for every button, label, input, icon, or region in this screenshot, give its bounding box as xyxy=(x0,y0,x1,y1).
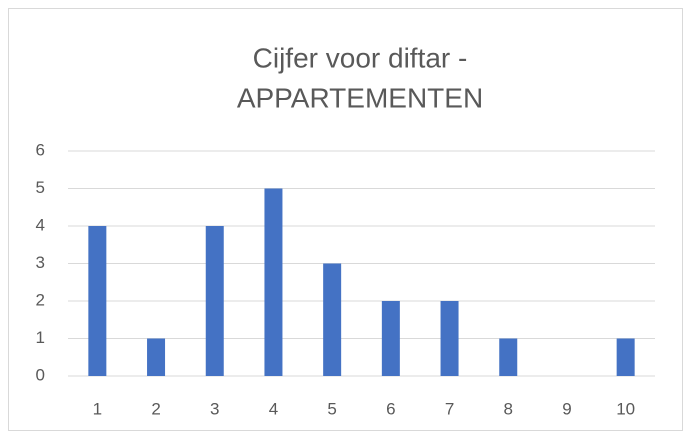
x-tick-label: 2 xyxy=(151,399,160,418)
x-tick-label: 4 xyxy=(269,399,278,418)
bar xyxy=(88,226,107,376)
x-tick-label: 1 xyxy=(93,399,102,418)
chart-title-line: APPARTEMENTEN xyxy=(237,82,483,113)
y-tick-label: 0 xyxy=(36,365,45,384)
x-tick-label: 8 xyxy=(504,399,513,418)
y-tick-label: 5 xyxy=(36,178,45,197)
x-tick-label: 6 xyxy=(386,399,395,418)
x-tick-label: 3 xyxy=(210,399,219,418)
y-tick-label: 4 xyxy=(36,215,45,234)
x-tick-label: 10 xyxy=(616,399,635,418)
x-tick-label: 7 xyxy=(445,399,454,418)
bar xyxy=(381,301,400,376)
bar xyxy=(323,263,342,376)
y-tick-label: 6 xyxy=(36,140,45,159)
bar xyxy=(440,301,459,376)
x-tick-label: 5 xyxy=(327,399,336,418)
chart-frame xyxy=(8,8,683,431)
bar xyxy=(616,338,635,376)
y-tick-label: 2 xyxy=(36,290,45,309)
y-tick-label: 3 xyxy=(36,253,45,272)
y-tick-label: 1 xyxy=(36,328,45,347)
x-tick-label: 9 xyxy=(562,399,571,418)
bar xyxy=(264,188,283,376)
bar xyxy=(499,338,518,376)
bar xyxy=(205,226,224,376)
chart-title-line: Cijfer voor diftar - xyxy=(253,42,468,73)
bar xyxy=(147,338,166,376)
